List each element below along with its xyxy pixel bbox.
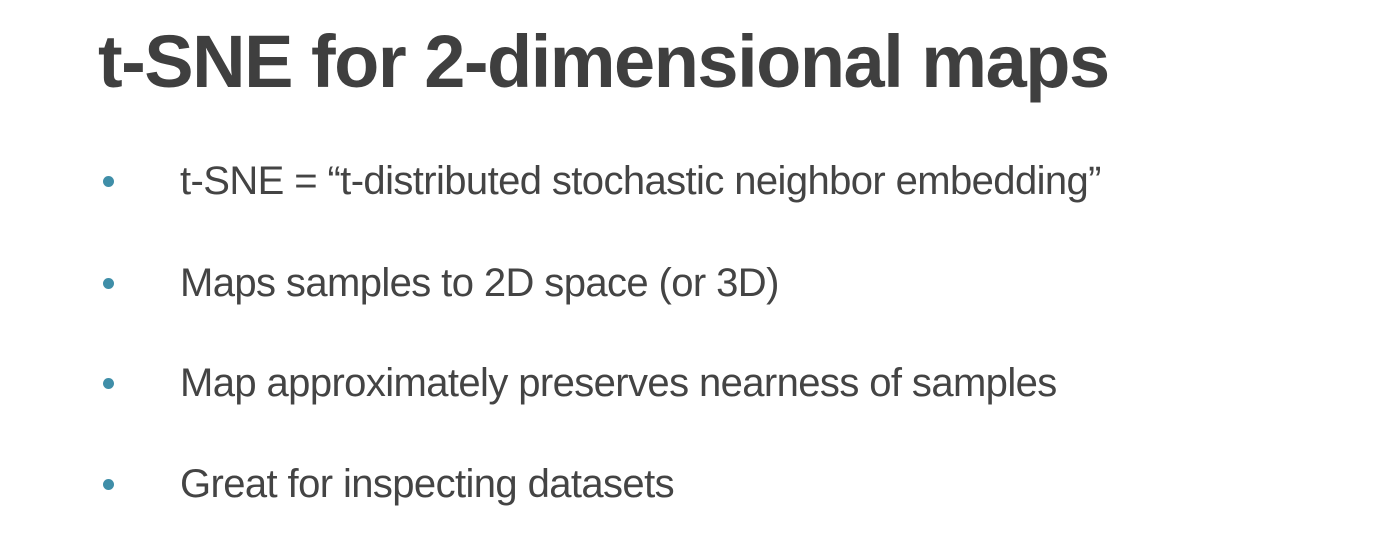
bullet-text: Great for inspecting datasets bbox=[180, 462, 675, 506]
bullet-dot-icon bbox=[103, 378, 114, 389]
bullet-dot-icon bbox=[103, 479, 114, 490]
bullet-text: Map approximately preserves nearness of … bbox=[180, 361, 1057, 405]
bullet-item: Maps samples to 2D space (or 3D) bbox=[0, 253, 1380, 313]
bullet-text: Maps samples to 2D space (or 3D) bbox=[180, 261, 779, 305]
bullet-text: t-SNE = “t-distributed stochastic neighb… bbox=[180, 159, 1102, 203]
bullet-dot-icon bbox=[103, 278, 114, 289]
bullet-item: t-SNE = “t-distributed stochastic neighb… bbox=[0, 151, 1380, 211]
bullet-item: Map approximately preserves nearness of … bbox=[0, 353, 1380, 413]
slide-title: t-SNE for 2-dimensional maps bbox=[98, 20, 1110, 103]
bullet-dot-icon bbox=[103, 176, 114, 187]
bullet-item: Great for inspecting datasets bbox=[0, 454, 1380, 514]
